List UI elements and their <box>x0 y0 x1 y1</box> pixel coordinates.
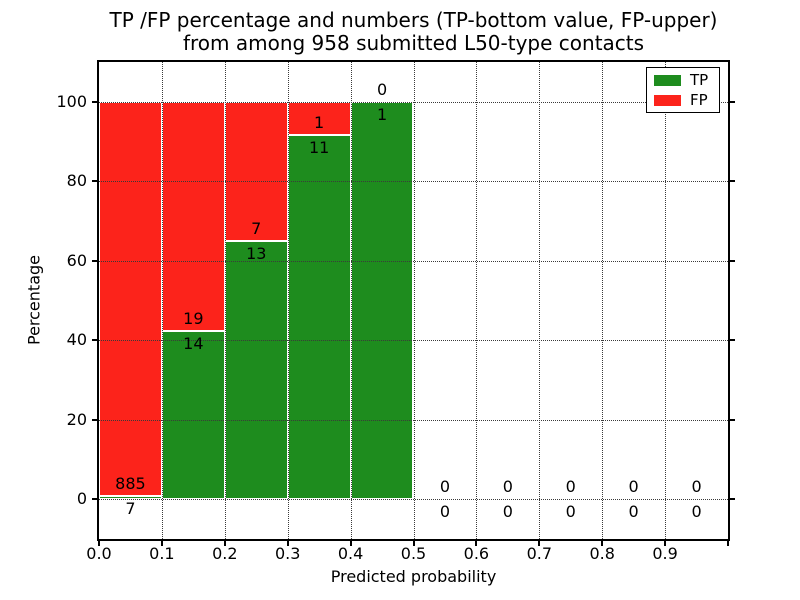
y-tick-mark-left-100 <box>92 100 99 103</box>
fp-bar-0.2-0.3 <box>224 101 288 241</box>
y-axis-label: Percentage <box>24 254 44 346</box>
x-tick-label-0.1: 0.1 <box>149 544 175 563</box>
x-tick-mark-0.6 <box>475 539 478 546</box>
fp-count-label: 0 <box>376 79 388 99</box>
gridline-x-0.8 <box>602 62 604 539</box>
fp-count-label: 0 <box>502 477 513 497</box>
tp-count-label: 0 <box>565 502 576 522</box>
y-tick-label-20: 20 <box>66 409 87 429</box>
x-tick-mark-0.2 <box>223 539 226 546</box>
tp-count-label: 13 <box>246 243 267 263</box>
fp-count-label: 7 <box>251 218 262 238</box>
y-tick-mark-right-100 <box>728 100 735 103</box>
gridline-x-0.9 <box>665 62 667 539</box>
x-tick-mark-0.4 <box>349 539 352 546</box>
gridline-x-0.1 <box>161 62 163 539</box>
fp-count-label: 1 <box>314 112 325 132</box>
gridline-x-0.7 <box>539 62 541 539</box>
tp-bar-0.2-0.3 <box>224 240 288 500</box>
y-tick-label-60: 60 <box>66 250 87 270</box>
fp-legend-swatch <box>654 94 681 106</box>
x-tick-label-0.3: 0.3 <box>274 544 301 563</box>
gridline-x-0.3 <box>287 62 289 539</box>
x-tick-mark-0.1 <box>160 539 163 546</box>
tp-count-label: 1 <box>376 104 388 124</box>
tp-count-label: 0 <box>502 502 513 522</box>
y-tick-label-0: 0 <box>76 489 87 509</box>
gridline-x-0.6 <box>476 62 478 539</box>
chart-title-line1: TP /FP percentage and numbers (TP-bottom… <box>109 8 718 32</box>
fp-legend-label: FP <box>690 91 708 109</box>
y-tick-mark-right-20 <box>728 418 735 421</box>
legend-item-tp: TP <box>654 72 712 88</box>
x-axis-label: Predicted probability <box>330 567 497 586</box>
tp-bar-0.4-0.5 <box>350 101 414 500</box>
tp-count-label: 0 <box>439 502 451 522</box>
x-tick-mark-0.5 <box>412 539 415 546</box>
tp-count-label: 7 <box>125 499 136 519</box>
tp-bar-0-0.1 <box>99 496 162 500</box>
x-tick-label-0.5: 0.5 <box>400 544 427 563</box>
chart-title-line2: from among 958 submitted L50-type contac… <box>182 31 645 55</box>
tp-bar-0.3-0.4 <box>287 134 351 500</box>
y-tick-mark-right-80 <box>728 180 735 183</box>
x-tick-label-0.8: 0.8 <box>589 544 615 563</box>
tp-count-label: 0 <box>628 502 639 522</box>
tp-legend-label: TP <box>690 71 709 89</box>
fp-count-label: 19 <box>183 308 204 328</box>
y-tick-mark-left-0 <box>92 498 99 501</box>
legend-item-fp: FP <box>654 92 712 108</box>
tp-legend-swatch <box>654 74 681 86</box>
fp-count-label: 0 <box>565 477 576 497</box>
x-tick-mark-0.8 <box>601 539 604 546</box>
y-tick-mark-left-20 <box>92 418 99 421</box>
x-tick-label-0.2: 0.2 <box>212 544 238 563</box>
chart-title: TP /FP percentage and numbers (TP-bottom… <box>97 9 730 55</box>
x-tick-mark-0.3 <box>286 539 289 546</box>
tp-count-label: 0 <box>691 502 702 522</box>
fp-count-label: 0 <box>691 477 702 497</box>
x-tick-label-0.4: 0.4 <box>337 544 364 563</box>
y-tick-mark-right-0 <box>728 498 735 501</box>
y-tick-label-80: 80 <box>66 171 87 191</box>
y-tick-mark-left-80 <box>92 180 99 183</box>
fp-bar-0.1-0.2 <box>161 101 225 331</box>
fp-count-label: 0 <box>628 477 639 497</box>
y-tick-mark-right-60 <box>728 259 735 262</box>
x-tick-label-0.7: 0.7 <box>526 544 553 563</box>
fp-count-label: 0 <box>439 477 451 497</box>
x-tick-label-0.6: 0.6 <box>463 544 490 563</box>
y-tick-mark-left-40 <box>92 339 99 342</box>
x-tick-mark-0.9 <box>664 539 667 546</box>
fp-count-label: 885 <box>115 474 146 494</box>
plot-area: TP FP 885 7 19 14 7 13 1 11 0 1 0 0 0 0 0 0 0 0 0 0 0.0 0.1 0.… <box>56 60 735 563</box>
gridline-x-0.2 <box>224 62 226 539</box>
x-tick-mark-0.0 <box>98 539 100 546</box>
tp-bar-0.1-0.2 <box>161 330 225 500</box>
gridline-x-0.4 <box>350 62 352 539</box>
fp-bar-0-0.1 <box>99 101 162 497</box>
tp-count-label: 11 <box>308 137 330 157</box>
tp-count-label: 14 <box>183 333 204 353</box>
legend: TP FP <box>646 67 720 113</box>
x-tick-label-0.0: 0.0 <box>86 544 112 563</box>
gridline-x-0.5 <box>413 62 415 539</box>
y-tick-label-100: 100 <box>56 91 87 111</box>
x-tick-mark-1.0 <box>727 539 729 546</box>
y-tick-mark-right-40 <box>728 339 735 342</box>
x-tick-label-0.9: 0.9 <box>652 544 678 563</box>
y-tick-mark-left-60 <box>92 259 99 262</box>
x-tick-mark-0.7 <box>538 539 541 546</box>
y-tick-label-40: 40 <box>66 330 87 350</box>
